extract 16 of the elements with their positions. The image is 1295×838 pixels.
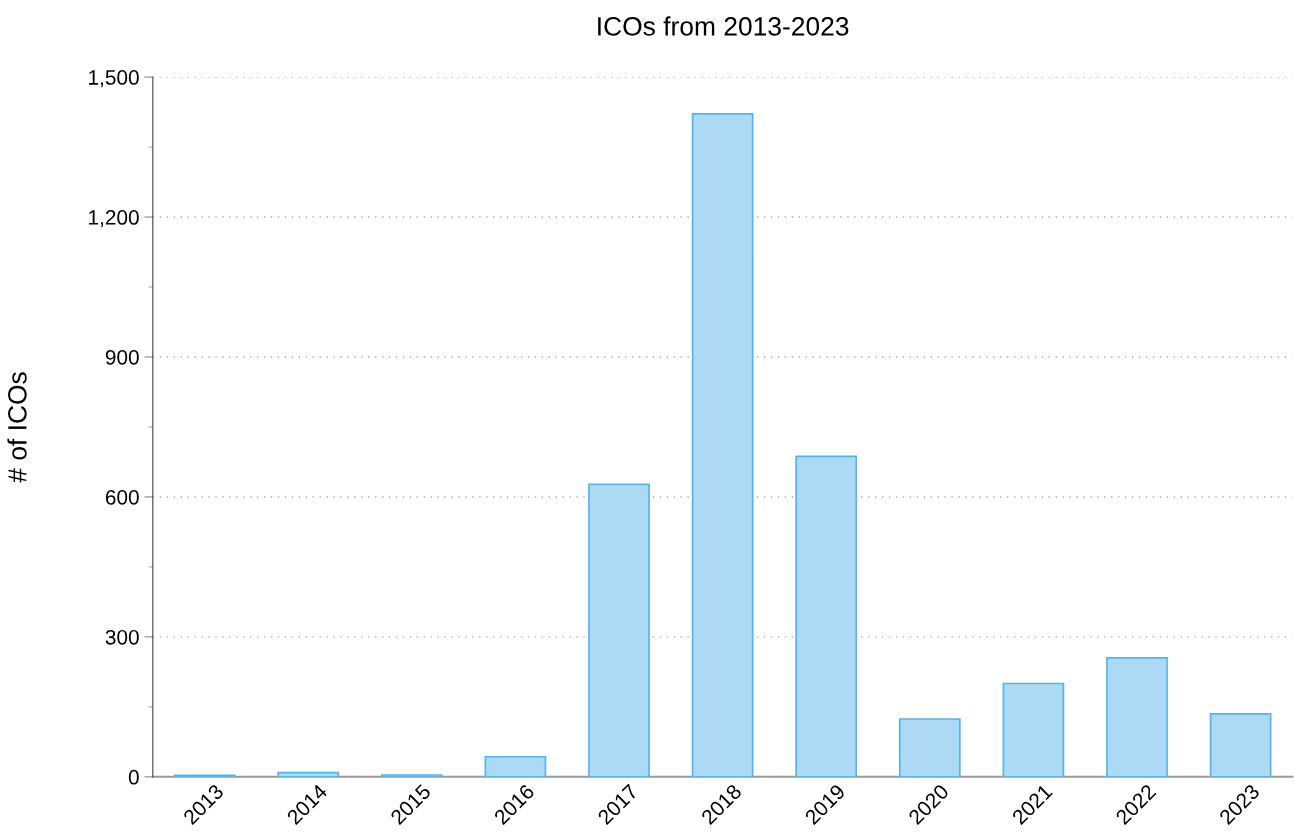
y-tick-label: 1,200: [89, 210, 139, 228]
y-tick-label: 600: [105, 489, 139, 505]
y-tick-label: 0: [128, 769, 139, 785]
bar: [1002, 682, 1065, 777]
chart-title: ICOs from 2013-2023: [598, 16, 849, 36]
bar: [898, 718, 961, 777]
bar: [1106, 657, 1168, 777]
bar: [691, 113, 754, 777]
bar: [484, 755, 547, 777]
y-tick-label: 1,500: [89, 70, 139, 88]
bar: [1209, 713, 1272, 777]
y-axis-title: # of ICOs: [7, 372, 27, 483]
bar: [588, 483, 650, 777]
y-tick-label: 900: [105, 349, 139, 365]
bar: [795, 455, 858, 777]
y-tick-label: 300: [105, 629, 139, 645]
